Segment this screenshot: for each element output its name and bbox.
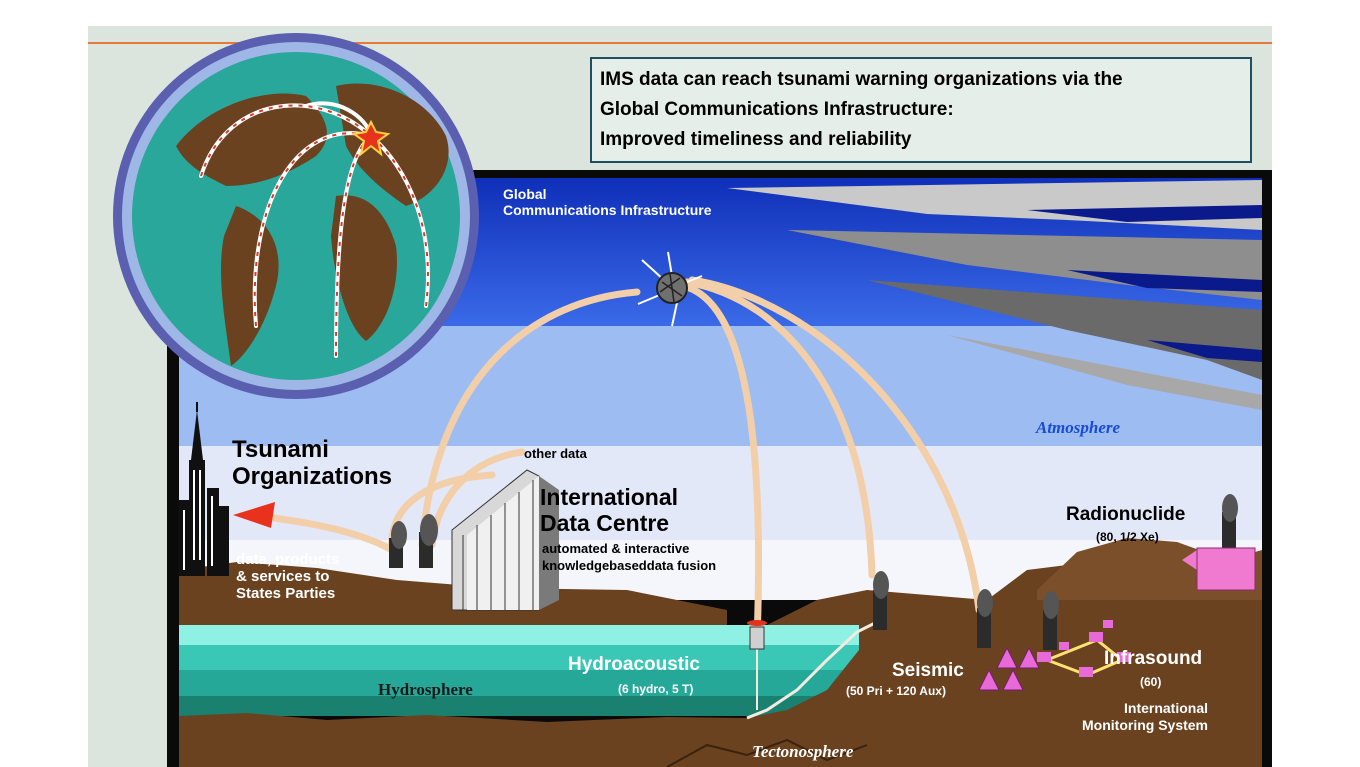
tectonosphere-label: Tectonosphere	[752, 742, 854, 761]
idc-subtitle-line-1: automated & interactive	[542, 541, 690, 556]
station-antennas	[873, 494, 1238, 650]
seismic-label: Seismic	[892, 660, 964, 681]
header-rule	[88, 42, 1272, 44]
infrasound-count: (60)	[1140, 675, 1162, 689]
tsunami-label-line-1: Tsunami	[232, 436, 329, 463]
tectonic-crack	[666, 738, 868, 767]
services-line-3: States Parties	[236, 585, 336, 602]
gci-label-line-2: Communications Infrastructure	[503, 202, 712, 218]
headline-line-2: Global Communications Infrastructure:	[600, 99, 954, 120]
seismic-count: (50 Pri + 120 Aux)	[846, 684, 946, 698]
hydroacoustic-count: (6 hydro, 5 T)	[618, 682, 694, 696]
globe-icon	[113, 33, 479, 399]
hydroacoustic-label: Hydroacoustic	[568, 654, 700, 675]
arrow-head	[233, 502, 275, 528]
services-line-1: data, products	[236, 551, 340, 568]
radionuclide-station-icon	[1182, 547, 1256, 591]
sea-layer-3	[179, 696, 819, 716]
hydro-station-icon	[747, 620, 767, 710]
headline-box: IMS data can reach tsunami warning organ…	[590, 57, 1252, 163]
services-line-2: & services to	[236, 568, 330, 585]
tsunami-organizations-label: Tsunami Organizations	[232, 436, 392, 490]
ims-label-line-2: Monitoring System	[1082, 717, 1209, 733]
hydrosphere-label: Hydrosphere	[378, 680, 473, 699]
other-data-label: other data	[524, 446, 587, 461]
idc-title-line-1: International	[540, 484, 679, 510]
gci-label-line-1: Global	[503, 186, 547, 202]
services-label: data, products & services to States Part…	[236, 551, 339, 602]
shoreline	[746, 620, 878, 720]
radionuclide-label: Radionuclide	[1066, 504, 1186, 525]
ims-label-line-1: International	[1124, 700, 1209, 716]
gci-label: Global Communications Infrastructure	[503, 186, 711, 218]
sea-surface	[179, 625, 859, 645]
tsunami-label-line-2: Organizations	[232, 463, 393, 490]
seismic-sensors-icon	[978, 646, 1040, 691]
ims-label: International Monitoring System	[1082, 700, 1208, 734]
idc-label: International Data Centre	[540, 484, 678, 536]
idc-title-line-2: Data Centre	[540, 510, 670, 536]
idc-subtitle: automated & interactive knowledgebasedda…	[542, 540, 716, 574]
radionuclide-count: (80, 1/2 Xe)	[1096, 530, 1159, 544]
satellite	[637, 251, 703, 327]
ims-scene	[167, 170, 1272, 767]
sea-layer-2	[179, 670, 859, 696]
headline-line-1: IMS data can reach tsunami warning organ…	[600, 69, 1123, 90]
sea-floor	[179, 615, 1262, 767]
epicenter-star-icon	[351, 119, 391, 157]
cloud-streaks	[727, 180, 1262, 410]
atmosphere-label: Atmosphere	[1036, 418, 1121, 437]
idc-building-icon	[451, 469, 559, 611]
skyscraper-icon	[179, 402, 229, 576]
infrasound-array-icon	[1037, 620, 1131, 677]
idc-antennas	[389, 514, 438, 568]
pale-band	[179, 446, 1262, 540]
headline-line-3: Improved timeliness and reliability	[600, 129, 912, 150]
idc-subtitle-line-2: knowledgebaseddata fusion	[542, 558, 717, 573]
sea-layer-1	[179, 645, 859, 670]
infrasound-label: Infrasound	[1104, 648, 1203, 669]
